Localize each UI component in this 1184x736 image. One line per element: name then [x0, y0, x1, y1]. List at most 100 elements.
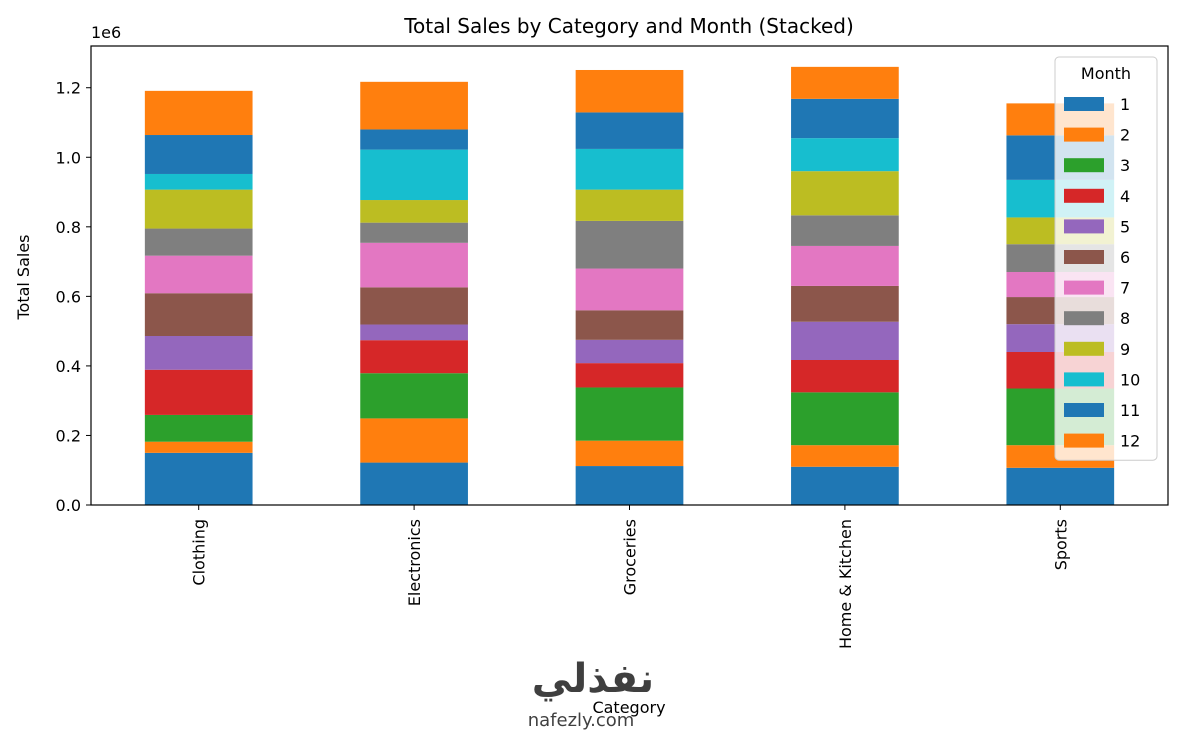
bar-segment	[575, 148, 684, 190]
bar-segment	[144, 255, 253, 294]
bar-segment	[575, 466, 684, 505]
bar-segment	[144, 336, 253, 370]
legend-swatch	[1064, 127, 1104, 142]
bar-segment	[791, 360, 899, 393]
bar-segment	[791, 215, 899, 246]
bar-segment	[144, 452, 253, 505]
bar-segment	[791, 171, 899, 216]
bar-segment	[791, 245, 899, 286]
bar-segment	[360, 418, 468, 463]
svg-text:nafezly.com: nafezly.com	[528, 710, 635, 730]
bar-segment	[575, 220, 684, 269]
bar-segment	[360, 340, 468, 374]
nafezly-watermark-logo: نفذلي nafezly.com	[528, 656, 654, 730]
bar-segment	[144, 293, 253, 336]
bar-segment	[144, 228, 253, 256]
bar-segment	[791, 138, 899, 172]
y-tick-label: 0.0	[56, 496, 81, 515]
svg-text:نفذلي: نفذلي	[532, 656, 654, 702]
bar-segment	[791, 321, 899, 360]
legend-swatch	[1064, 341, 1104, 356]
legend-swatch	[1064, 158, 1104, 173]
legend-swatch	[1064, 372, 1104, 387]
bar-segment	[360, 200, 468, 223]
legend-entry-label: 4	[1120, 187, 1130, 206]
bar-segment	[575, 189, 684, 221]
plot-area	[144, 66, 1115, 505]
x-axis-label: Category	[592, 698, 665, 717]
bar-segment	[144, 173, 253, 190]
legend-swatch	[1064, 219, 1104, 234]
x-tick-label: Home & Kitchen	[836, 519, 855, 649]
legend-swatch	[1064, 250, 1104, 264]
bar-segment	[575, 268, 684, 311]
y-tick-label: 1.2	[56, 79, 81, 98]
y-tick-label: 0.4	[56, 357, 81, 376]
bar-segment	[144, 135, 253, 174]
legend-entry-label: 9	[1120, 340, 1130, 359]
bar-segment	[791, 285, 899, 322]
legend-swatch	[1064, 433, 1104, 448]
legend-swatch	[1064, 403, 1104, 417]
bar-segment	[1006, 467, 1115, 505]
bar-segment	[575, 310, 684, 340]
bar-segment	[575, 387, 684, 441]
legend-swatch	[1064, 188, 1104, 203]
bar-segment	[791, 392, 899, 446]
legend-entry-label: 5	[1120, 217, 1130, 236]
y-axis-label: Total Sales	[14, 234, 33, 320]
bar-segment	[575, 363, 684, 388]
legend-entry-label: 3	[1120, 156, 1130, 175]
legend-box	[1054, 56, 1158, 461]
bar-segment	[575, 440, 684, 467]
legend-swatch	[1064, 280, 1104, 295]
bar-segment	[791, 445, 899, 467]
bar-segment	[360, 129, 468, 150]
bar-segment	[360, 222, 468, 243]
bar-segment	[360, 462, 468, 505]
bar-segment	[360, 373, 468, 419]
bar-segment	[144, 189, 253, 229]
legend-entry-label: 12	[1120, 432, 1140, 451]
legend-entry-label: 7	[1120, 279, 1130, 298]
bar-segment	[360, 287, 468, 325]
legend-entry-label: 10	[1120, 370, 1140, 389]
bar-segment	[575, 339, 684, 364]
y-tick-label: 0.8	[56, 218, 81, 237]
bar-segment	[144, 441, 253, 453]
y-tick-label: 0.2	[56, 426, 81, 445]
x-tick-label: Sports	[1051, 519, 1070, 570]
bar-segment	[360, 242, 468, 288]
x-tick-label: Groceries	[621, 519, 640, 595]
bar-segment	[360, 324, 468, 341]
legend-entry-label: 1	[1120, 95, 1130, 114]
legend-entry-label: 6	[1120, 248, 1130, 267]
bar-segment	[360, 81, 468, 130]
bar-segment	[144, 90, 253, 136]
axes: Clothing Electronics Groceries Home & Kitch…	[56, 45, 1169, 649]
legend-entry-label: 2	[1120, 126, 1130, 145]
bar-segment	[791, 66, 899, 99]
bar-segment	[575, 112, 684, 149]
legend-entry-label: 8	[1120, 309, 1130, 328]
legend-title: Month	[1081, 64, 1131, 83]
y-tick-label: 0.6	[56, 287, 81, 306]
bar-segment	[575, 69, 684, 113]
legend-entry-label: 11	[1120, 401, 1140, 420]
x-tick-label: Electronics	[405, 519, 424, 606]
bar-segment	[360, 149, 468, 201]
legend-swatch	[1064, 311, 1104, 326]
chart-title: Total Sales by Category and Month (Stack…	[403, 14, 854, 38]
bar-segment	[791, 98, 899, 139]
bar-segment	[144, 414, 253, 442]
y-tick-label: 1.0	[56, 148, 81, 167]
bar-segment	[144, 369, 253, 415]
x-tick-label: Clothing	[190, 519, 209, 586]
legend-swatch	[1064, 97, 1104, 111]
y-axis-multiplier: 1e6	[91, 23, 121, 42]
bar-segment	[791, 466, 899, 505]
axes-frame	[90, 45, 1169, 506]
